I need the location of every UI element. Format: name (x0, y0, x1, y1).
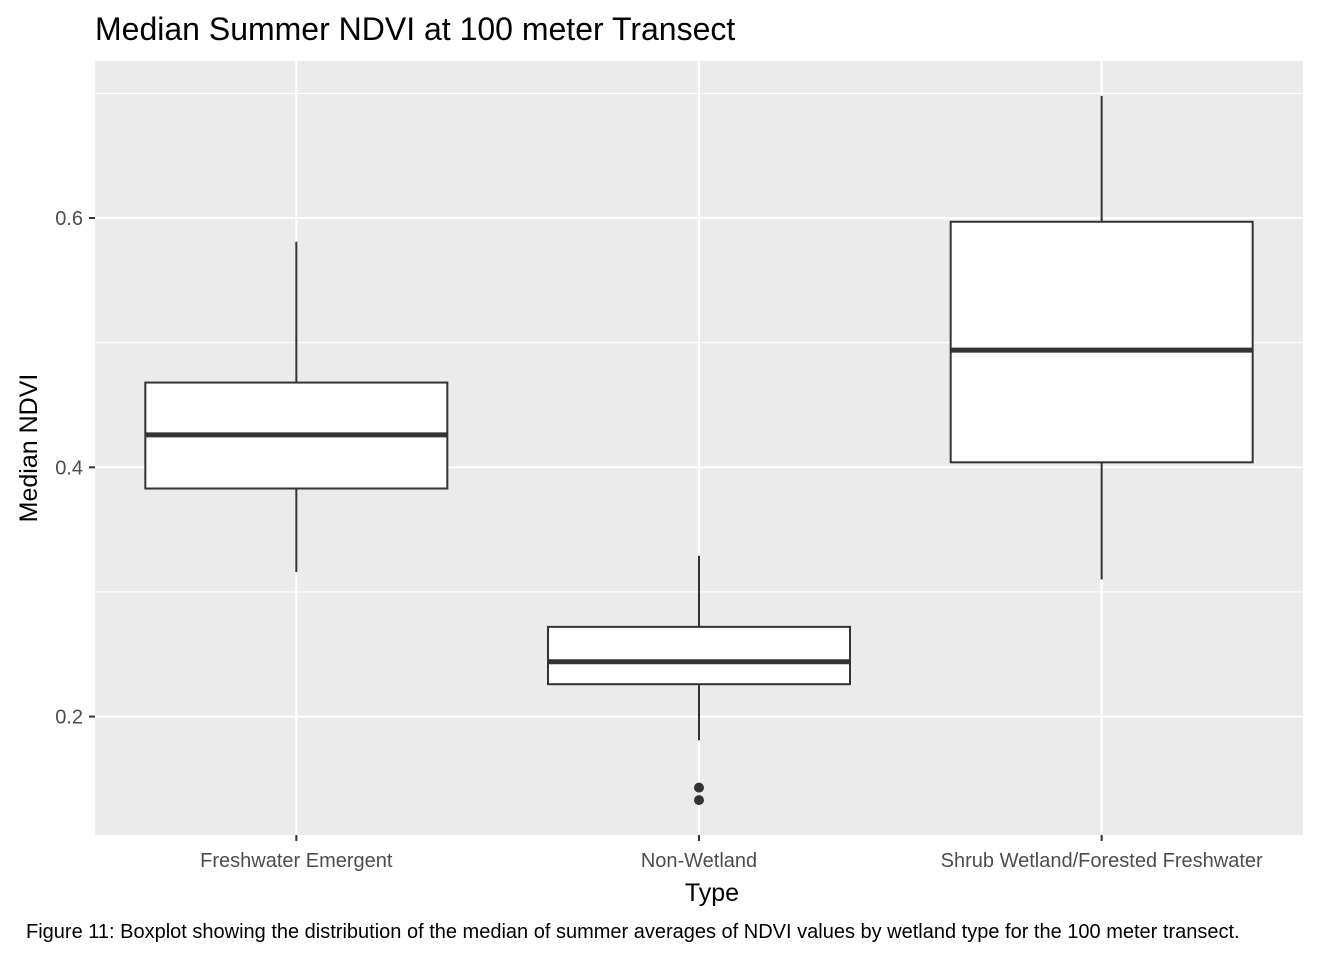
outlier-point (694, 782, 704, 793)
x-axis-title: Type (685, 879, 739, 907)
box-3 (949, 95, 1254, 580)
chart-title: Median Summer NDVI at 100 meter Transect (95, 11, 735, 47)
y-axis: 0.2 0.4 0.6 (55, 208, 95, 729)
y-tick-label: 0.6 (55, 208, 83, 230)
boxes-layer (144, 95, 1254, 806)
x-tick-label: Shrub Wetland/Forested Freshwater (941, 850, 1263, 872)
y-tick-label: 0.4 (55, 457, 83, 479)
outlier-point (694, 795, 704, 806)
y-tick-label: 0.2 (55, 707, 83, 729)
figure-caption: Figure 11: Boxplot showing the distribut… (26, 921, 1240, 943)
box-iqr (547, 625, 851, 686)
x-tick-label: Non-Wetland (641, 850, 757, 872)
y-axis-title: Median NDVI (15, 374, 43, 523)
box-iqr (949, 220, 1254, 464)
x-axis: Freshwater Emergent Non-Wetland Shrub Wetl… (200, 835, 1263, 872)
box-2 (547, 555, 851, 806)
box-1 (144, 241, 449, 573)
x-tick-label: Freshwater Emergent (200, 850, 393, 872)
